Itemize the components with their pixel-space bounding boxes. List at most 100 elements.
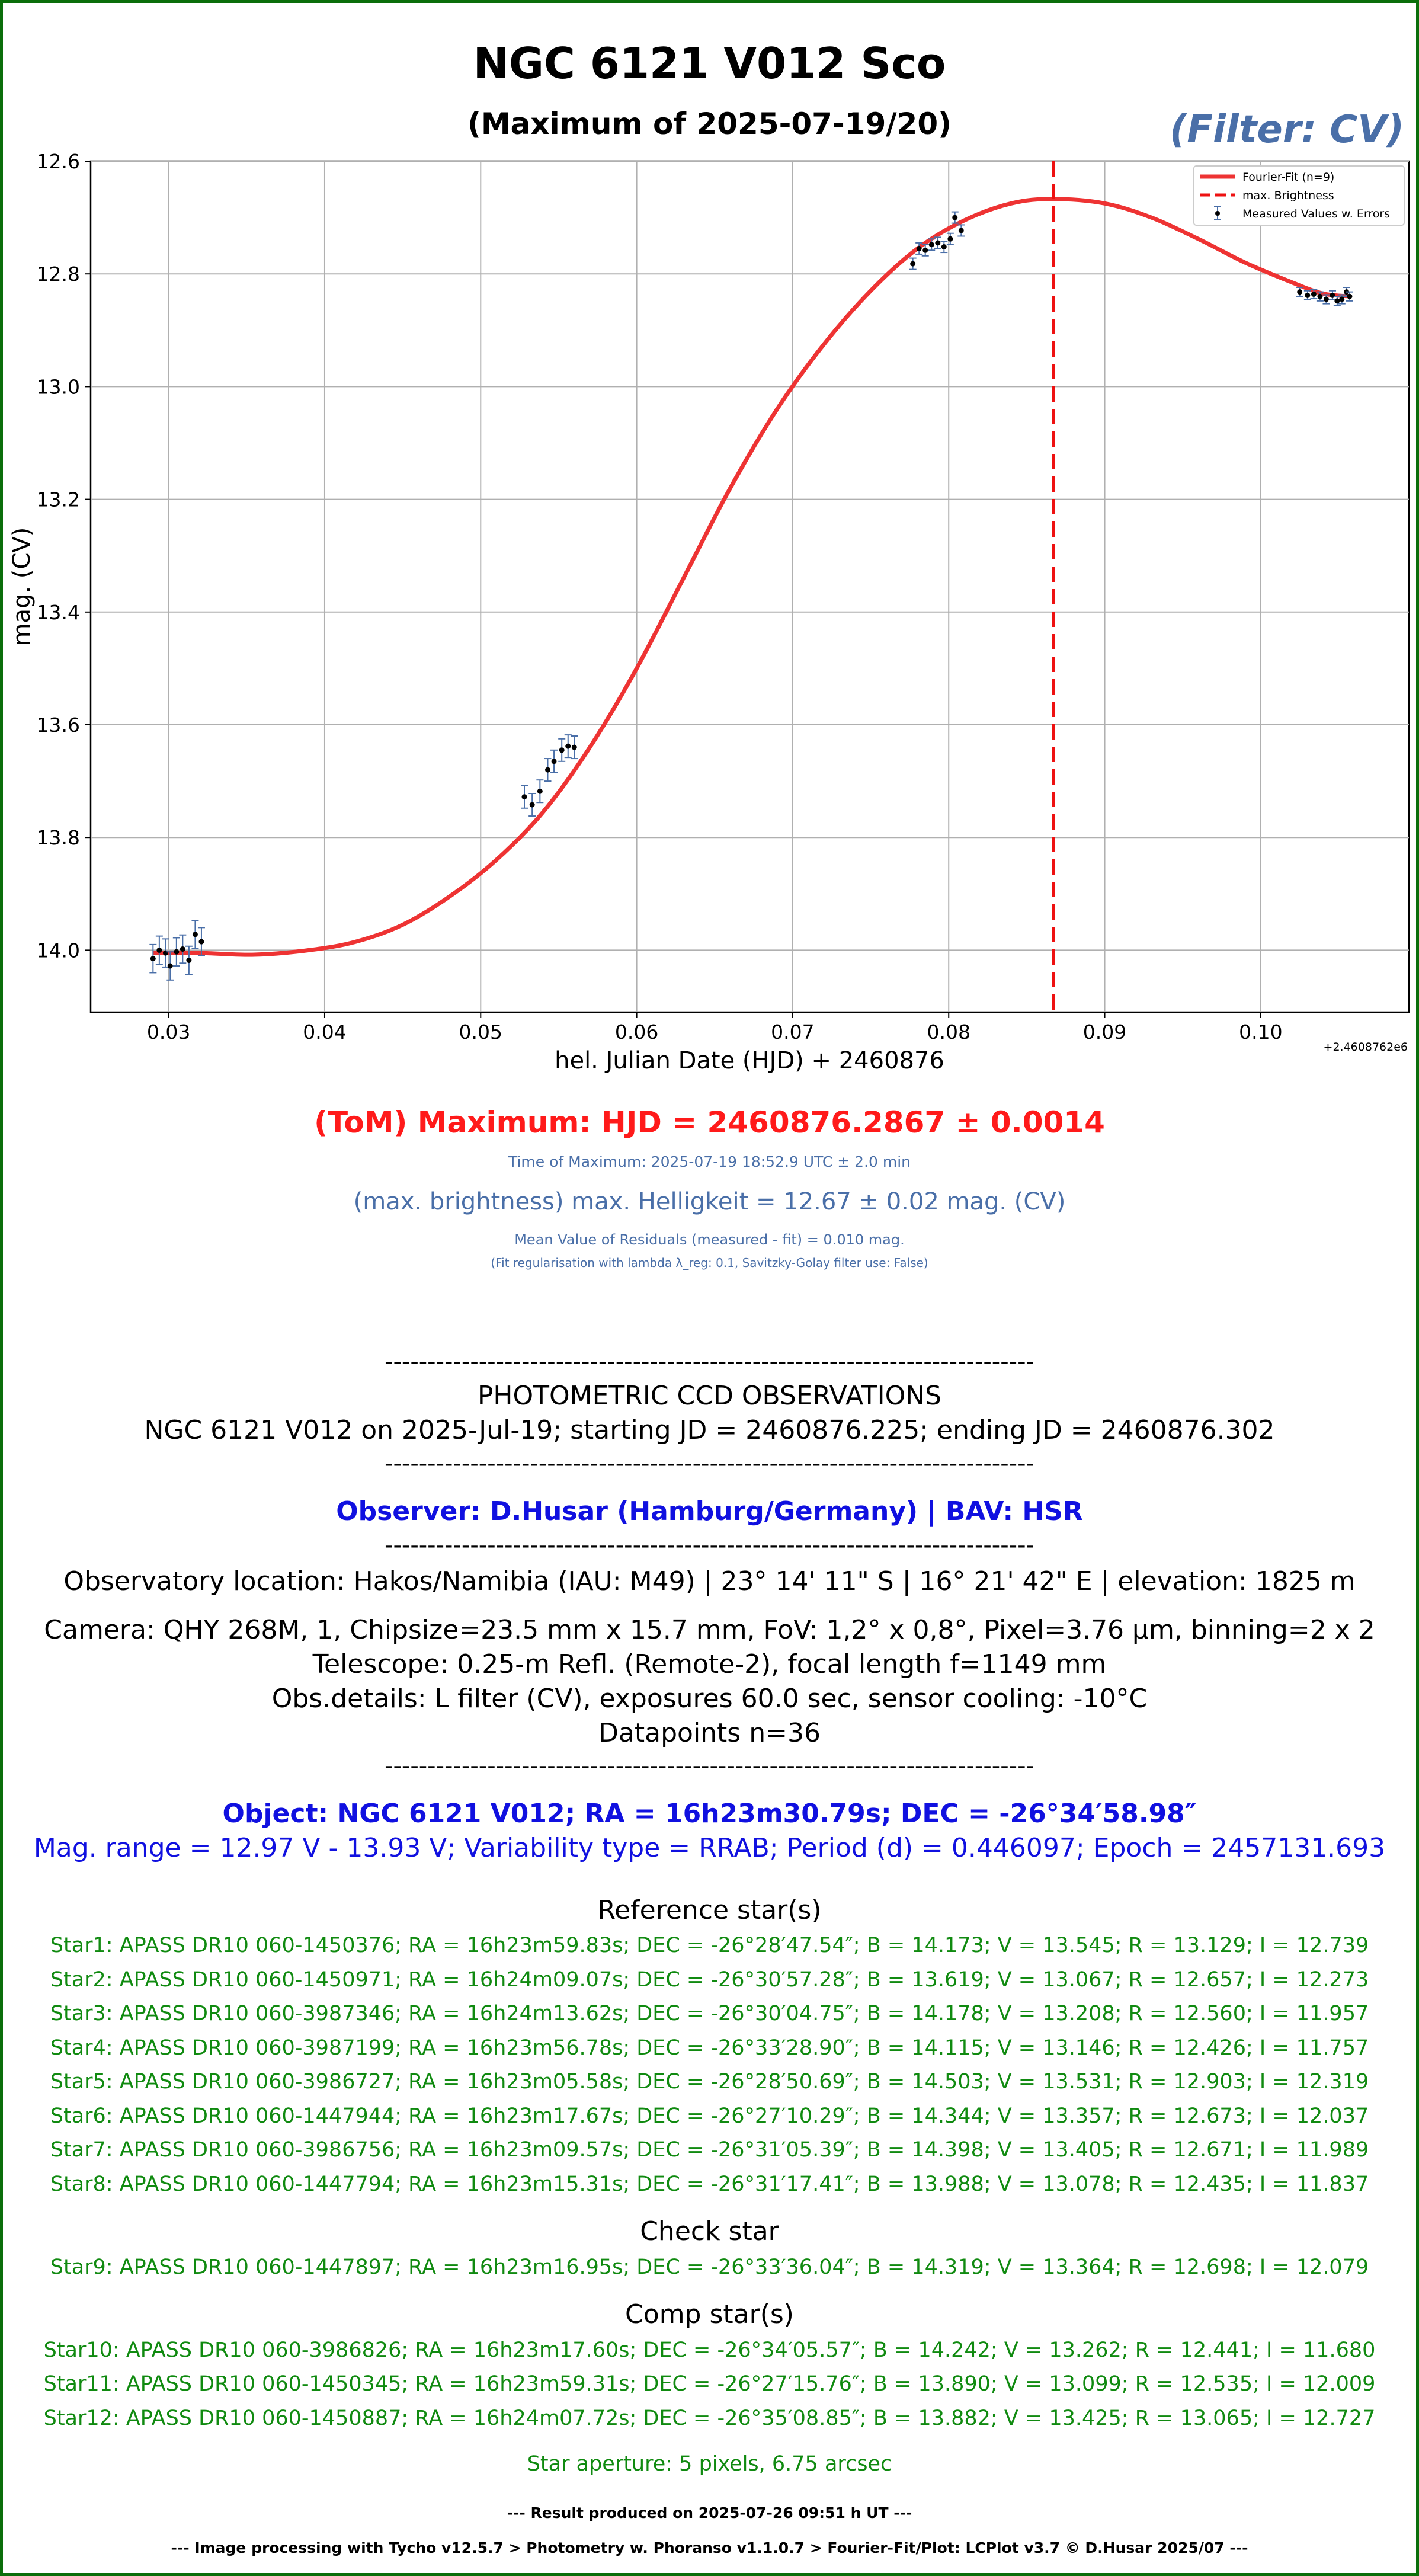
x-tick-label: 0.06 (615, 1020, 658, 1044)
data-point (550, 749, 558, 773)
data-point (1338, 294, 1346, 305)
object-line: Object: NGC 6121 V012; RA = 16h23m30.79s… (222, 1799, 1197, 1829)
legend-item-measured: Measured Values w. Errors (1242, 207, 1390, 220)
max-brightness-result: (max. brightness) max. Helligkeit = 12.6… (353, 1188, 1066, 1215)
data-point (536, 779, 544, 804)
x-tick-label: 0.04 (303, 1020, 346, 1044)
data-point (1333, 296, 1341, 306)
chart-title: NGC 6121 V012 Sco (473, 39, 946, 88)
y-tick-label: 14.0 (37, 939, 80, 962)
reference-star: Star2: APASS DR10 060-1450971; RA = 16h2… (50, 1968, 1369, 1992)
data-point (915, 242, 923, 255)
x-tick-label: 0.08 (927, 1020, 970, 1044)
separator: ----------------------------------------… (385, 1752, 1034, 1780)
data-point (155, 935, 163, 965)
y-tick-label: 13.0 (37, 375, 80, 398)
processing-credits: --- Image processing with Tycho v12.5.7 … (171, 2539, 1248, 2556)
data-point (172, 937, 180, 967)
data-point (571, 735, 578, 760)
reference-star: Star3: APASS DR10 060-3987346; RA = 16h2… (50, 2002, 1369, 2025)
reference-stars-heading: Reference star(s) (597, 1895, 822, 1925)
reference-star: Star1: APASS DR10 060-1450376; RA = 16h2… (50, 1934, 1369, 1957)
x-tick-label: 0.07 (771, 1020, 814, 1044)
x-axis-ticks: 0.03 0.04 0.05 0.06 0.07 0.08 0.09 0.10 (147, 1012, 1283, 1044)
check-star: Star9: APASS DR10 060-1447897; RA = 16h2… (50, 2255, 1369, 2279)
y-tick-label: 13.2 (37, 488, 80, 511)
data-point (544, 758, 552, 782)
telescope-line: Telescope: 0.25-m Refl. (Remote-2), foca… (312, 1649, 1107, 1679)
chart-subtitle: (Maximum of 2025-07-19/20) (467, 107, 952, 141)
observatory-location: Observatory location: Hakos/Namibia (IAU… (63, 1566, 1356, 1596)
data-point (1322, 294, 1330, 305)
data-point (1310, 289, 1318, 300)
data-point (951, 211, 959, 224)
observations-heading: PHOTOMETRIC CCD OBSERVATIONS (477, 1381, 942, 1411)
regularisation-text: (Fit regularisation with lambda λ_reg: 0… (491, 1256, 928, 1270)
y-tick-label: 13.8 (37, 826, 80, 849)
y-axis-ticks: 12.6 12.8 13.0 13.2 13.4 13.6 13.8 14.0 (37, 150, 91, 962)
star-aperture: Star aperture: 5 pixels, 6.75 arcsec (527, 2452, 892, 2476)
reference-star: Star7: APASS DR10 060-3986756; RA = 16h2… (50, 2138, 1369, 2162)
y-tick-label: 12.6 (37, 150, 80, 173)
residuals-text: Mean Value of Residuals (measured - fit)… (514, 1231, 905, 1248)
data-point (1316, 291, 1324, 302)
data-point (521, 785, 528, 809)
result-timestamp: --- Result produced on 2025-07-26 09:51 … (507, 2504, 912, 2521)
x-tick-label: 0.03 (147, 1020, 190, 1044)
comp-stars-heading: Comp star(s) (625, 2299, 794, 2329)
data-point (921, 244, 929, 257)
data-point (909, 257, 917, 270)
reference-star: Star4: APASS DR10 060-3987199; RA = 16h2… (50, 2036, 1369, 2060)
plot-area (89, 160, 1410, 1013)
grid (91, 161, 1409, 1012)
data-point (185, 945, 193, 975)
camera-line: Camera: QHY 268M, 1, Chipsize=23.5 mm x … (44, 1615, 1375, 1645)
y-tick-label: 13.4 (37, 601, 80, 624)
data-point (940, 241, 948, 254)
separator: ----------------------------------------… (385, 1348, 1034, 1375)
data-point (166, 951, 174, 981)
measured-points (149, 211, 1353, 981)
x-offset-label: +2.4608762e6 (1324, 1041, 1408, 1054)
legend: Fourier-Fit (n=9) max. Brightness Measur… (1193, 165, 1405, 226)
data-point (1303, 290, 1311, 300)
data-point (197, 927, 205, 956)
reference-star: Star8: APASS DR10 060-1447794; RA = 16h2… (50, 2172, 1369, 2196)
reference-star: Star6: APASS DR10 060-1447944; RA = 16h2… (50, 2104, 1369, 2128)
obs-details-line: Obs.details: L filter (CV), exposures 60… (271, 1684, 1148, 1714)
data-point (1346, 291, 1353, 302)
object-mag-range: Mag. range = 12.97 V - 13.93 V; Variabil… (33, 1833, 1386, 1863)
y-tick-label: 12.8 (37, 263, 80, 286)
comp-star: Star12: APASS DR10 060-1450887; RA = 16h… (43, 2407, 1376, 2430)
datapoints-line: Datapoints n=36 (598, 1718, 821, 1748)
comp-star: Star10: APASS DR10 060-3986826; RA = 16h… (43, 2338, 1376, 2362)
y-tick-label: 13.6 (37, 713, 80, 737)
observer-line: Observer: D.Husar (Hamburg/Germany) | BA… (336, 1496, 1083, 1527)
separator: ----------------------------------------… (385, 1450, 1034, 1477)
data-point (528, 793, 536, 817)
reference-star: Star5: APASS DR10 060-3986727; RA = 16h2… (50, 2070, 1369, 2094)
fourier-fit-curve (153, 197, 1351, 957)
data-point (191, 919, 199, 949)
data-point (1296, 287, 1303, 297)
comp-star: Star11: APASS DR10 060-1450345; RA = 16h… (43, 2372, 1376, 2396)
data-point (946, 232, 954, 245)
x-tick-label: 0.05 (459, 1020, 502, 1044)
observations-summary: NGC 6121 V012 on 2025-Jul-19; starting J… (144, 1415, 1275, 1445)
data-point (149, 943, 157, 974)
legend-item-max: max. Brightness (1242, 189, 1334, 202)
x-tick-label: 0.09 (1083, 1020, 1126, 1044)
data-point (928, 238, 936, 251)
y-axis-label: mag. (CV) (8, 527, 36, 647)
legend-item-fit: Fourier-Fit (n=9) (1242, 171, 1334, 184)
data-point (179, 934, 187, 964)
x-axis-label: hel. Julian Date (HJD) + 2460876 (555, 1047, 944, 1074)
time-of-maximum-result: (ToM) Maximum: HJD = 2460876.2867 ± 0.00… (314, 1105, 1105, 1140)
check-star-heading: Check star (640, 2216, 779, 2247)
separator: ----------------------------------------… (385, 1532, 1034, 1559)
data-point (564, 734, 572, 759)
data-point (934, 236, 941, 249)
data-point (957, 224, 965, 237)
data-point (558, 738, 566, 762)
filter-label: (Filter: CV) (1169, 108, 1404, 152)
